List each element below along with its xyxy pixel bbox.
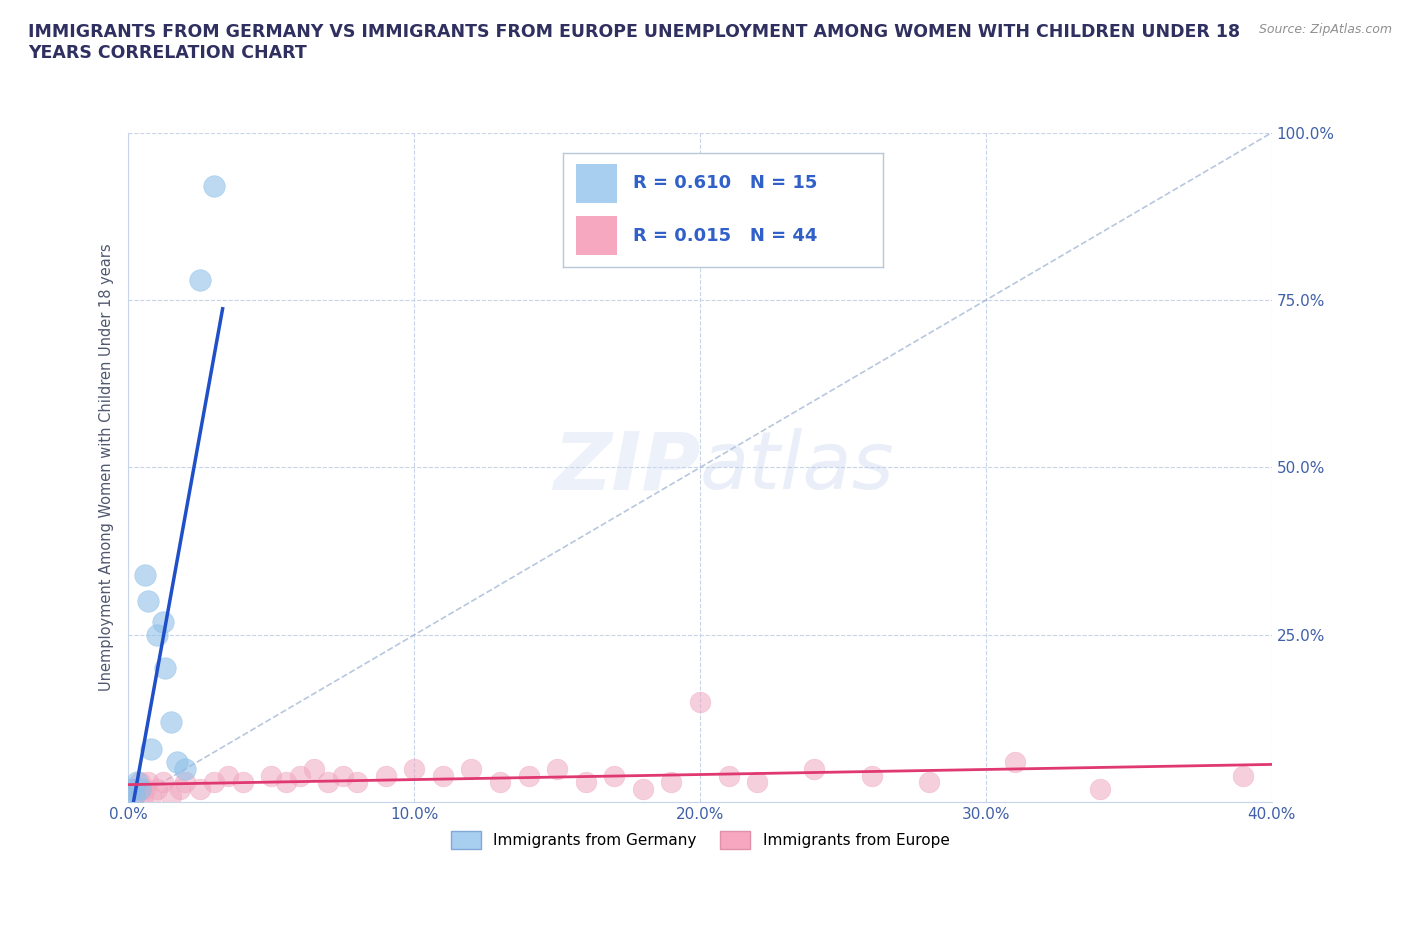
Point [546,762,568,777]
Point [374,768,396,783]
Point [120,781,142,796]
Point [128,775,150,790]
Point [146,781,169,796]
Point [169,781,191,796]
Point [1004,755,1026,770]
Point [174,775,197,790]
Legend: Immigrants from Germany, Immigrants from Europe: Immigrants from Germany, Immigrants from… [444,825,956,855]
Text: ZIP: ZIP [553,429,700,507]
Point [332,768,354,783]
Point [274,775,297,790]
Point [202,179,225,193]
Point [260,768,283,783]
Point [136,775,159,790]
Point [152,614,174,629]
Point [125,775,148,790]
Point [404,762,426,777]
Point [689,695,711,710]
Text: Source: ZipAtlas.com: Source: ZipAtlas.com [1258,23,1392,36]
Point [160,714,183,729]
Point [717,768,740,783]
Point [489,775,512,790]
Point [318,775,340,790]
Point [747,775,769,790]
Point [188,781,211,796]
Point [134,567,156,582]
Point [155,661,177,676]
Point [232,775,254,790]
Point [217,768,239,783]
Text: atlas: atlas [700,429,894,507]
Point [1232,768,1254,783]
Point [302,762,325,777]
Point [166,755,188,770]
Point [136,594,159,609]
Point [188,272,211,287]
Point [661,775,683,790]
Point [1090,781,1112,796]
Point [288,768,311,783]
Point [346,775,368,790]
Point [803,762,825,777]
Point [122,789,145,804]
Point [631,781,654,796]
Point [603,768,626,783]
Point [432,768,454,783]
Point [460,762,482,777]
Point [139,741,162,756]
Point [120,781,142,796]
Point [125,781,148,796]
Point [202,775,225,790]
Point [860,768,883,783]
Point [128,781,150,796]
Point [122,789,145,804]
Point [918,775,941,790]
Point [139,789,162,804]
Y-axis label: Unemployment Among Women with Children Under 18 years: Unemployment Among Women with Children U… [100,244,114,691]
Text: IMMIGRANTS FROM GERMANY VS IMMIGRANTS FROM EUROPE UNEMPLOYMENT AMONG WOMEN WITH : IMMIGRANTS FROM GERMANY VS IMMIGRANTS FR… [28,23,1240,62]
Point [517,768,540,783]
Point [134,781,156,796]
Point [131,789,153,804]
Point [146,628,169,643]
Point [575,775,598,790]
Point [152,775,174,790]
Point [160,789,183,804]
Point [174,762,197,777]
